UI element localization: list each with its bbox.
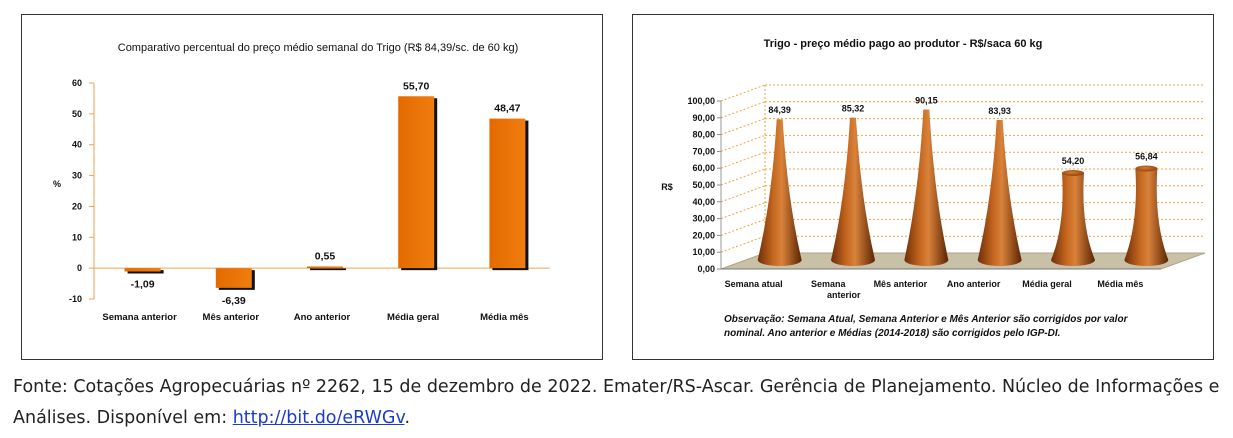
cone-body <box>904 109 949 267</box>
footer-text: Fonte: Cotações Agropecuárias nº 2262, 1… <box>13 377 1220 428</box>
grid-side-line <box>720 118 766 136</box>
grid-side-line <box>720 218 766 236</box>
x-category-label: Média mês <box>1097 279 1143 289</box>
cone-cap <box>1062 169 1084 176</box>
x-category-label: Semana atual <box>725 279 783 289</box>
bar <box>307 266 343 269</box>
chart1-bars: -1,09 Semana anterior -6,39 Mês anterior 0,5… <box>102 80 528 323</box>
source-footer: Fonte: Cotações Agropecuárias nº 2262, 1… <box>13 372 1223 434</box>
y-tick-label: 50,00 <box>692 180 715 190</box>
y-tick-label: 20,00 <box>692 230 715 240</box>
cone: 83,93 <box>977 106 1022 266</box>
y-tick-label: 20 <box>72 201 82 211</box>
cone-value-label: 56,84 <box>1135 152 1158 162</box>
y-tick-label: 70,00 <box>692 146 715 156</box>
cone-value-label: 83,93 <box>988 106 1011 116</box>
percent-chart-svg: Comparativo percentual do preço médio se… <box>53 42 550 323</box>
y-tick-label: 90,00 <box>692 113 715 123</box>
bar-value-label: 48,47 <box>494 103 520 115</box>
cone-value-label: 54,20 <box>1062 156 1085 166</box>
cone-value-label: 84,39 <box>768 105 791 115</box>
price-chart: Trigo - preço médio pago ao produtor - R… <box>632 14 1214 360</box>
cone-value-label: 90,15 <box>915 96 938 106</box>
chart2-y-axis-label: R$ <box>661 182 673 192</box>
y-tick-label: 60 <box>72 78 82 88</box>
y-tick-label: 40 <box>72 140 82 150</box>
grid-side-line <box>720 151 766 169</box>
chart1-y-axis-label: % <box>53 179 61 189</box>
bar-value-label: 0,55 <box>315 250 336 262</box>
price-chart-svg: Trigo - preço médio pago ao produtor - R… <box>661 38 1206 339</box>
chart2-note-line2: nominal. Ano anterior e Médias (2014-201… <box>724 328 1060 339</box>
grid-side-line <box>720 235 766 253</box>
source-link[interactable]: http://bit.do/eRWGv <box>232 408 405 428</box>
x-category-label: Média geral <box>1022 279 1072 289</box>
chart2-note-line1: Observação: Semana Atual, Semana Anterio… <box>724 314 1129 325</box>
y-tick-label: 10,00 <box>692 247 715 257</box>
x-category-label: Mês anterior <box>874 279 928 289</box>
y-tick-label: 10 <box>72 232 82 242</box>
grid-side-line <box>720 134 766 152</box>
grid-side-line <box>720 202 766 220</box>
cone: 90,15 <box>904 96 949 267</box>
y-tick-label: 30,00 <box>692 214 715 224</box>
chart2-title: Trigo - preço médio pago ao produtor - R… <box>764 38 1043 50</box>
percent-comparison-chart: Comparativo percentual do preço médio se… <box>21 14 603 360</box>
bar <box>215 268 252 288</box>
y-tick-label: 0 <box>77 263 82 273</box>
x-category-label: Ano anterior <box>294 312 351 323</box>
x-category-label: Média geral <box>387 312 439 323</box>
cone: 85,32 <box>831 104 875 266</box>
cone: 56,84 <box>1124 152 1169 266</box>
cone: 54,20 <box>1051 156 1095 266</box>
bar-value-label: -6,39 <box>222 295 246 307</box>
chart1-title: Comparativo percentual do preço médio se… <box>118 42 519 54</box>
cone-body <box>977 119 1022 266</box>
cone-body <box>757 119 802 267</box>
grid-side-line <box>720 168 766 186</box>
y-tick-label: 80,00 <box>692 130 715 140</box>
bar-shadow <box>127 270 164 274</box>
cone-body <box>1124 168 1169 266</box>
x-category-label: Semana <box>811 279 847 289</box>
y-tick-label: 100,00 <box>687 96 715 106</box>
y-tick-label: 30 <box>72 171 82 181</box>
y-tick-label: 0,00 <box>697 264 715 274</box>
bar <box>124 268 161 272</box>
y-tick-label: 50 <box>72 109 82 119</box>
x-category-label: anterior <box>827 290 861 300</box>
y-tick-label: 40,00 <box>692 197 715 207</box>
cone-body <box>1051 172 1095 266</box>
bar-shadow <box>310 268 346 271</box>
footer-end: . <box>404 408 411 428</box>
bar-value-label: 55,70 <box>403 80 429 92</box>
grid-side-line <box>720 84 766 102</box>
cone-cap <box>1135 165 1158 172</box>
cone-body <box>831 117 875 266</box>
x-category-label: Média mês <box>480 312 529 323</box>
y-tick-label: -10 <box>69 294 82 304</box>
x-category-label: Mês anterior <box>203 312 260 323</box>
grid-side-line <box>720 185 766 203</box>
cone: 84,39 <box>757 105 802 267</box>
bar <box>489 118 526 269</box>
bar-value-label: -1,09 <box>131 279 155 291</box>
y-tick-label: 60,00 <box>692 163 715 173</box>
grid-side-line <box>720 101 766 119</box>
bar <box>398 96 435 269</box>
x-category-label: Semana anterior <box>102 312 177 323</box>
x-category-label: Ano anterior <box>947 279 1001 289</box>
cone-value-label: 85,32 <box>842 104 865 114</box>
